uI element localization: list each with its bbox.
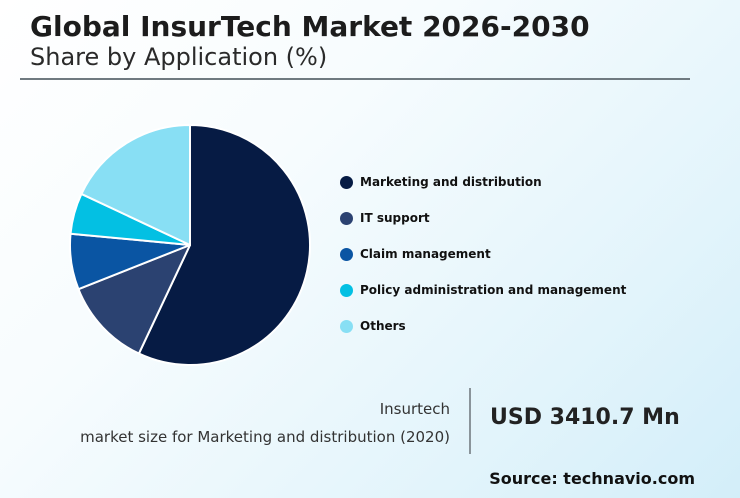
market-size-value: USD 3410.7 Mn bbox=[490, 405, 680, 430]
legend-item-claim-management: Claim management bbox=[340, 246, 626, 282]
legend-swatch bbox=[340, 176, 353, 189]
header-divider bbox=[20, 78, 690, 80]
info-divider bbox=[469, 388, 471, 454]
pie-slice-others bbox=[80, 124, 191, 246]
legend-label: Others bbox=[360, 319, 406, 333]
legend-label: Marketing and distribution bbox=[360, 175, 542, 189]
pie-slice-it-support bbox=[77, 244, 191, 355]
legend-item-it-support: IT support bbox=[340, 210, 626, 246]
legend-swatch bbox=[340, 284, 353, 297]
pie-chart bbox=[69, 124, 312, 366]
legend-label: Policy administration and management bbox=[360, 283, 627, 297]
legend: Marketing and distribution IT support Cl… bbox=[340, 174, 626, 354]
legend-label: IT support bbox=[360, 211, 430, 225]
source-credit: Source: technavio.com bbox=[489, 469, 695, 488]
legend-swatch bbox=[340, 320, 353, 333]
legend-swatch bbox=[340, 212, 353, 225]
market-size-label-line2: market size for Marketing and distributi… bbox=[80, 428, 450, 446]
chart-title: Global InsurTech Market 2026-2030 bbox=[30, 10, 590, 43]
pie-slice-marketing-and-distribution bbox=[137, 124, 312, 366]
legend-item-policy-administration: Policy administration and management bbox=[340, 282, 626, 318]
legend-swatch bbox=[340, 248, 353, 261]
legend-label: Claim management bbox=[360, 247, 491, 261]
chart-subtitle: Share by Application (%) bbox=[30, 43, 328, 71]
legend-item-others: Others bbox=[340, 318, 626, 354]
market-size-label-line1: Insurtech bbox=[379, 400, 450, 418]
legend-item-marketing-and-distribution: Marketing and distribution bbox=[340, 174, 626, 210]
